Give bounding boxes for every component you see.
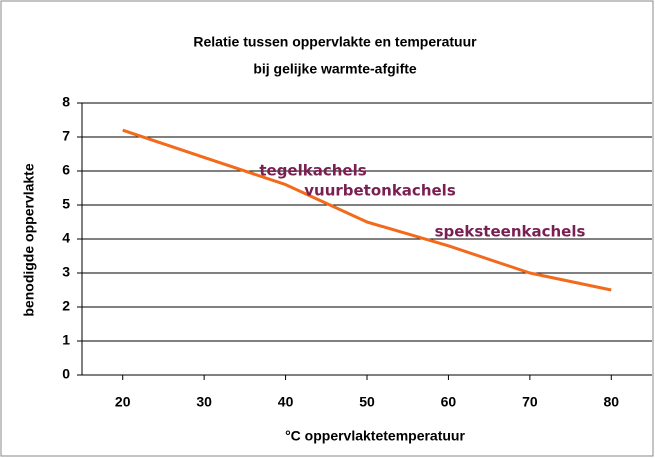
y-tick-label: 7 xyxy=(62,128,70,144)
x-tick-label: 80 xyxy=(603,394,619,410)
x-axis-label: °C oppervlaktetemperatuur xyxy=(285,428,465,444)
y-tick-label: 1 xyxy=(62,332,70,348)
line xyxy=(122,128,612,292)
annotation: tegelkachels xyxy=(259,162,366,180)
x-tick-label: 60 xyxy=(441,394,457,410)
y-tick-label: 8 xyxy=(62,94,70,110)
annotation: vuurbetonkachels xyxy=(304,182,456,200)
y-tick-label: 0 xyxy=(62,366,70,382)
y-tick-label: 2 xyxy=(62,298,70,314)
y-tick-label: 4 xyxy=(62,230,70,246)
x-tick-label: 40 xyxy=(278,394,294,410)
y-tick-label: 6 xyxy=(62,162,70,178)
annotation: speksteenkachels xyxy=(435,223,586,241)
chart-title: bij gelijke warmte-afgifte xyxy=(253,61,417,77)
x-tick-label: 50 xyxy=(359,394,375,410)
y-tick-label: 3 xyxy=(62,264,70,280)
y-tick-label: 5 xyxy=(62,196,70,212)
x-tick-label: 70 xyxy=(522,394,538,410)
y-axis-label: benodigde oppervlakte xyxy=(21,163,37,316)
chart-title: Relatie tussen oppervlakte en temperatuu… xyxy=(193,34,477,50)
x-tick-label: 20 xyxy=(115,394,131,410)
x-tick-label: 30 xyxy=(196,394,212,410)
